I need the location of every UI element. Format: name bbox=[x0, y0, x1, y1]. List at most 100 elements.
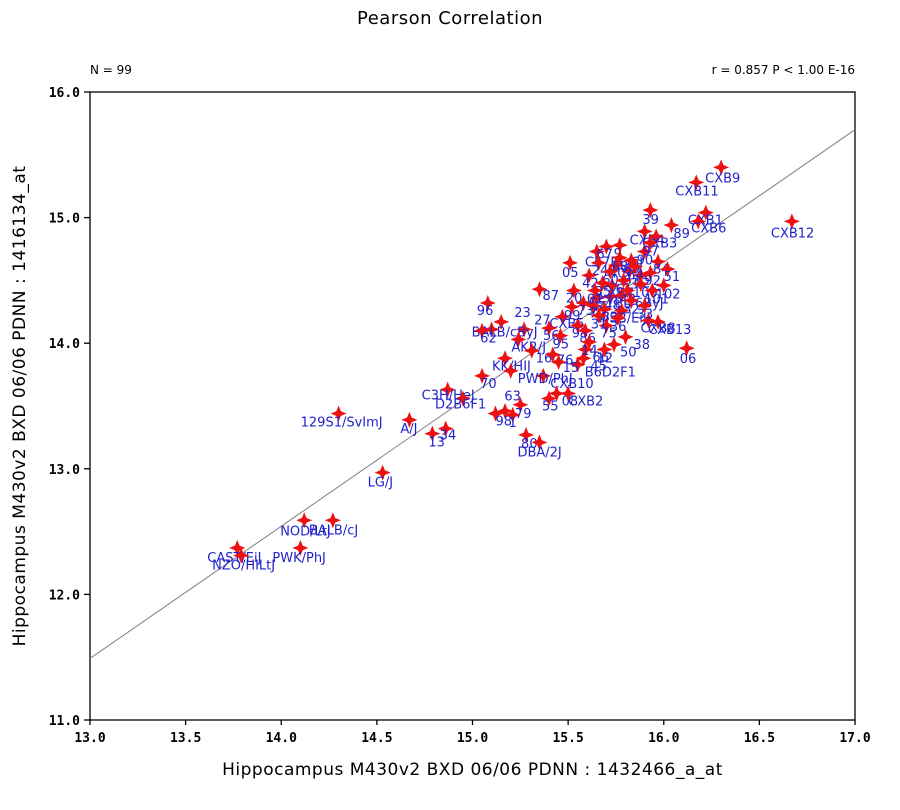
data-point bbox=[586, 282, 603, 299]
data-point-label: 27 bbox=[534, 313, 551, 328]
data-point bbox=[648, 228, 665, 245]
data-point bbox=[510, 331, 527, 348]
data-point bbox=[598, 238, 615, 255]
data-point-label: NOD/LtJ bbox=[280, 524, 331, 539]
x-axis-title: Hippocampus M430v2 BXD 06/06 PDNN : 1432… bbox=[222, 760, 723, 780]
data-point-label: 99 bbox=[564, 309, 581, 324]
data-point bbox=[535, 367, 552, 384]
data-point-label: B6D2F1 bbox=[585, 366, 636, 381]
data-point bbox=[562, 254, 579, 271]
data-point-label: 73 bbox=[577, 304, 594, 319]
data-point-label: CXB12 bbox=[771, 226, 814, 241]
data-point bbox=[233, 547, 250, 564]
data-point bbox=[552, 327, 569, 344]
data-point bbox=[296, 512, 313, 529]
data-point-label: 129S1/SvImJ bbox=[301, 416, 383, 431]
x-tick-label: 14.0 bbox=[266, 731, 297, 746]
data-point bbox=[636, 223, 653, 240]
data-point bbox=[663, 217, 680, 234]
data-point bbox=[619, 282, 636, 299]
data-point-label: 98 bbox=[495, 415, 512, 430]
data-point bbox=[531, 434, 548, 451]
data-point-label: 62 bbox=[480, 332, 497, 347]
data-point bbox=[642, 202, 659, 219]
data-point-label: 32 bbox=[623, 302, 640, 317]
data-point-label: CXB10 bbox=[550, 377, 593, 392]
data-point-label: 80 bbox=[521, 437, 538, 452]
data-point bbox=[401, 411, 418, 428]
data-point-label: 05 bbox=[562, 266, 579, 281]
data-point bbox=[594, 274, 611, 291]
data-point bbox=[713, 159, 730, 176]
data-point bbox=[504, 406, 521, 423]
data-point bbox=[602, 263, 619, 280]
data-point bbox=[611, 249, 628, 266]
data-point bbox=[577, 341, 594, 358]
data-point-label: BALB/cJ bbox=[309, 523, 358, 538]
data-point-label: CXB6 bbox=[691, 221, 726, 236]
data-point-label: 13 bbox=[428, 436, 445, 451]
data-point bbox=[577, 322, 594, 339]
data-point bbox=[613, 287, 630, 304]
data-point bbox=[609, 310, 626, 327]
data-point-label: DBA/2J bbox=[517, 445, 561, 460]
data-point bbox=[588, 243, 605, 260]
data-point bbox=[424, 425, 441, 442]
data-point-label: 01 bbox=[587, 292, 604, 307]
x-tick-label: 15.0 bbox=[457, 731, 488, 746]
trend-line bbox=[89, 129, 856, 659]
data-point-label: 38 bbox=[634, 338, 651, 353]
data-point-label: 33 bbox=[637, 308, 654, 323]
x-tick-label: 14.5 bbox=[361, 731, 392, 746]
data-point bbox=[611, 237, 628, 254]
data-point bbox=[437, 420, 454, 437]
data-point-label: 95 bbox=[552, 338, 569, 353]
data-point-label: NZO/HILtJ bbox=[212, 558, 275, 573]
data-point-label: 87 bbox=[542, 289, 559, 304]
data-point bbox=[474, 322, 491, 339]
data-point-label: A/J bbox=[400, 422, 417, 437]
data-point bbox=[541, 390, 557, 407]
x-tick-label: 15.5 bbox=[552, 731, 583, 746]
data-point bbox=[598, 317, 615, 334]
data-point bbox=[575, 295, 592, 312]
correlation-stat-label: r = 0.857 P < 1.00 E-16 bbox=[711, 63, 855, 77]
data-point-label: 90 bbox=[637, 254, 654, 269]
chart-title: Pearson Correlation bbox=[357, 8, 543, 29]
data-point-label: 39 bbox=[642, 213, 659, 228]
data-point bbox=[516, 321, 533, 338]
data-point-label: 08 bbox=[562, 394, 579, 409]
data-point-label: 12 bbox=[596, 351, 613, 366]
data-point-label: 67 bbox=[596, 247, 613, 262]
data-point bbox=[650, 253, 667, 270]
data-point bbox=[632, 276, 649, 293]
data-point-label: 36 bbox=[610, 320, 627, 335]
data-point bbox=[483, 321, 500, 338]
data-point bbox=[596, 301, 613, 318]
data-point bbox=[439, 381, 456, 398]
data-point bbox=[229, 539, 246, 556]
y-tick-label: 12.0 bbox=[49, 588, 80, 603]
data-point bbox=[604, 277, 621, 294]
data-point bbox=[474, 367, 491, 384]
data-point-label: 101 bbox=[644, 292, 669, 307]
data-point bbox=[607, 257, 624, 274]
data-point bbox=[330, 405, 347, 422]
data-point bbox=[615, 272, 632, 289]
data-point bbox=[548, 385, 565, 402]
data-point bbox=[688, 174, 705, 191]
data-point bbox=[292, 539, 309, 556]
data-point bbox=[502, 362, 519, 379]
data-point bbox=[454, 390, 471, 407]
data-point-label: 56 bbox=[543, 329, 560, 344]
data-point-label: CXB2 bbox=[568, 394, 603, 409]
data-point-label: CXB9 bbox=[705, 171, 740, 186]
data-point-label: 84 bbox=[653, 263, 670, 278]
x-tick-label: 13.0 bbox=[74, 731, 105, 746]
data-point bbox=[655, 277, 672, 294]
data-point bbox=[560, 385, 577, 402]
data-point bbox=[569, 317, 586, 334]
data-point bbox=[642, 264, 659, 281]
